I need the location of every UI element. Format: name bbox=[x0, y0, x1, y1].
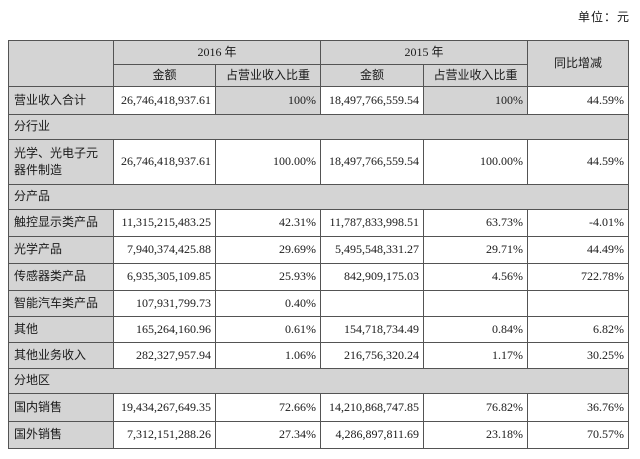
ratio-2015-cell: 29.71% bbox=[423, 236, 529, 264]
table-row-touch-display: 触控显示类产品 11,315,215,483.25 42.31% 11,787,… bbox=[8, 209, 630, 237]
ratio-2015-cell: 76.82% bbox=[423, 393, 529, 422]
amount-2015-cell: 11,787,833,998.51 bbox=[320, 209, 425, 237]
ratio-2016-cell: 0.61% bbox=[214, 316, 322, 343]
yoy-cell: 6.82% bbox=[527, 316, 630, 343]
amount-2016-cell: 19,434,267,649.35 bbox=[113, 393, 216, 422]
ratio-2016-cell: 25.93% bbox=[214, 263, 322, 291]
section-row-by-industry: 分行业 bbox=[7, 114, 630, 140]
amount-2016-cell: 26,746,418,937.61 bbox=[113, 139, 216, 185]
revenue-breakdown-table: 2016 年 2015 年 同比增减 金额 占营业收入比重 金额 占营业收入比重… bbox=[7, 40, 630, 449]
amount-2015-cell: 18,497,766,559.54 bbox=[320, 86, 425, 115]
table-row-smart-vehicle: 智能汽车类产品 107,931,799.73 0.40% bbox=[8, 290, 630, 317]
yoy-cell: -4.01% bbox=[527, 209, 630, 237]
yoy-cell: 44.49% bbox=[527, 236, 630, 264]
ratio-2015-cell: 100% bbox=[423, 86, 529, 115]
row-label: 光学、光电子元器件制造 bbox=[8, 139, 114, 185]
ratio-2016-cell: 72.66% bbox=[214, 393, 322, 422]
yoy-cell: 44.59% bbox=[527, 139, 630, 185]
ratio-2015-cell: 63.73% bbox=[423, 209, 529, 237]
table-row-other: 其他 165,264,160.96 0.61% 154,718,734.49 0… bbox=[8, 316, 630, 343]
row-label: 智能汽车类产品 bbox=[8, 290, 114, 317]
amount-2015-cell: 18,497,766,559.54 bbox=[320, 139, 425, 185]
table-row-sensor-products: 传感器类产品 6,935,305,109.85 25.93% 842,909,1… bbox=[8, 263, 630, 291]
yoy-cell: 722.78% bbox=[527, 263, 630, 291]
row-label: 其他 bbox=[8, 316, 114, 343]
section-row-by-product: 分产品 bbox=[7, 184, 630, 210]
ratio-2016-cell: 27.34% bbox=[214, 421, 322, 449]
ratio-2015-cell: 100.00% bbox=[423, 139, 529, 185]
year-2015-header: 2015 年 bbox=[320, 40, 529, 65]
row-label: 国内销售 bbox=[8, 393, 114, 422]
amount-2015-cell: 14,210,868,747.85 bbox=[320, 393, 425, 422]
table-row-overseas-sales: 国外销售 7,312,151,288.26 27.34% 4,286,897,8… bbox=[8, 421, 630, 449]
row-label: 营业收入合计 bbox=[8, 86, 114, 115]
ratio-2016-cell: 1.06% bbox=[214, 342, 322, 369]
row-label: 国外销售 bbox=[8, 421, 114, 449]
ratio-2016-cell: 29.69% bbox=[214, 236, 322, 264]
amount-2016-cell: 7,312,151,288.26 bbox=[113, 421, 216, 449]
amount-2015-header: 金额 bbox=[320, 64, 425, 87]
table-row-domestic-sales: 国内销售 19,434,267,649.35 72.66% 14,210,868… bbox=[8, 393, 630, 422]
row-label: 传感器类产品 bbox=[8, 263, 114, 291]
row-label: 触控显示类产品 bbox=[8, 209, 114, 237]
amount-2015-cell: 842,909,175.03 bbox=[320, 263, 425, 291]
table-row-optics-manufacturing: 光学、光电子元器件制造 26,746,418,937.61 100.00% 18… bbox=[8, 139, 630, 185]
yoy-header: 同比增减 bbox=[527, 40, 630, 87]
ratio-2015-cell: 1.17% bbox=[423, 342, 529, 369]
amount-2016-cell: 165,264,160.96 bbox=[113, 316, 216, 343]
ratio-2015-header: 占营业收入比重 bbox=[423, 64, 529, 87]
ratio-2015-cell: 4.56% bbox=[423, 263, 529, 291]
ratio-2015-cell: 0.84% bbox=[423, 316, 529, 343]
amount-2015-cell bbox=[320, 290, 425, 317]
row-label: 光学产品 bbox=[8, 236, 114, 264]
yoy-cell bbox=[527, 290, 630, 317]
ratio-2016-cell: 0.40% bbox=[214, 290, 322, 317]
section-row-by-region: 分地区 bbox=[7, 368, 630, 394]
section-label: 分产品 bbox=[7, 184, 630, 210]
amount-2016-cell: 11,315,215,483.25 bbox=[113, 209, 216, 237]
yoy-cell: 36.76% bbox=[527, 393, 630, 422]
unit-label: 单位：元 bbox=[577, 10, 630, 24]
table-row-other-business-income: 其他业务收入 282,327,957.94 1.06% 216,756,320.… bbox=[8, 342, 630, 369]
amount-2016-cell: 107,931,799.73 bbox=[113, 290, 216, 317]
row-label: 其他业务收入 bbox=[8, 342, 114, 369]
ratio-2015-cell: 23.18% bbox=[423, 421, 529, 449]
table-row-optical-products: 光学产品 7,940,374,425.88 29.69% 5,495,548,3… bbox=[8, 236, 630, 264]
corner-header-cell bbox=[8, 40, 114, 87]
amount-2015-cell: 4,286,897,811.69 bbox=[320, 421, 425, 449]
amount-2015-cell: 216,756,320.24 bbox=[320, 342, 425, 369]
ratio-2016-cell: 42.31% bbox=[214, 209, 322, 237]
section-label: 分地区 bbox=[7, 368, 630, 394]
table-row-total-revenue: 营业收入合计 26,746,418,937.61 100% 18,497,766… bbox=[8, 86, 630, 115]
yoy-cell: 30.25% bbox=[527, 342, 630, 369]
amount-2015-cell: 154,718,734.49 bbox=[320, 316, 425, 343]
amount-2016-cell: 6,935,305,109.85 bbox=[113, 263, 216, 291]
amount-2016-cell: 282,327,957.94 bbox=[113, 342, 216, 369]
amount-2016-cell: 26,746,418,937.61 bbox=[113, 86, 216, 115]
yoy-cell: 44.59% bbox=[527, 86, 630, 115]
amount-2016-header: 金额 bbox=[113, 64, 216, 87]
year-2016-header: 2016 年 bbox=[112, 40, 322, 65]
section-label: 分行业 bbox=[7, 114, 630, 140]
header-row-years: 2016 年 2015 年 同比增减 bbox=[8, 40, 630, 87]
amount-2016-cell: 7,940,374,425.88 bbox=[113, 236, 216, 264]
yoy-cell: 70.57% bbox=[527, 421, 630, 449]
ratio-2015-cell bbox=[423, 290, 529, 317]
ratio-2016-cell: 100% bbox=[214, 86, 322, 115]
header-row-measures: 金额 占营业收入比重 金额 占营业收入比重 bbox=[9, 64, 629, 87]
amount-2015-cell: 5,495,548,331.27 bbox=[320, 236, 425, 264]
ratio-2016-header: 占营业收入比重 bbox=[214, 64, 322, 87]
ratio-2016-cell: 100.00% bbox=[214, 139, 322, 185]
